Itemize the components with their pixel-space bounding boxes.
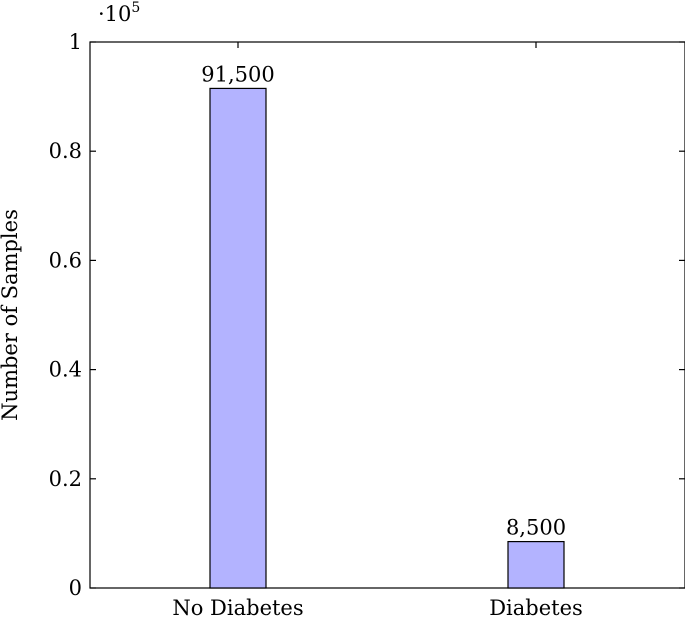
data-label-0: 91,500: [201, 62, 274, 86]
y-tick-label-1: 0.2: [49, 467, 82, 491]
bar-diabetes: [507, 540, 565, 589]
y-axis-label: Number of Samples: [0, 209, 22, 421]
y-tick-label-5: 1: [69, 30, 82, 54]
y-tick-label-3: 0.6: [49, 248, 82, 272]
axes: [89, 41, 685, 589]
y-tick-label-0: 0: [69, 576, 82, 600]
y-scale-base: ·10: [98, 2, 131, 26]
y-tick-label-4: 0.8: [49, 139, 82, 163]
data-label-1: 8,500: [506, 516, 566, 540]
y-scale-multiplier: ·105: [98, 0, 140, 26]
bar-no-diabetes: [209, 87, 267, 589]
bars: [209, 87, 565, 589]
labels: 0 0.2 0.4 0.6 0.8 1 91,500 No Diabetes 8,500 Diab…: [49, 30, 583, 617]
y-scale-exponent: 5: [131, 0, 140, 16]
y-tick-label-2: 0.4: [49, 358, 82, 382]
x-tick-label-1: Diabetes: [489, 596, 583, 617]
plot-frame: [89, 41, 685, 589]
x-tick-label-0: No Diabetes: [172, 596, 303, 617]
